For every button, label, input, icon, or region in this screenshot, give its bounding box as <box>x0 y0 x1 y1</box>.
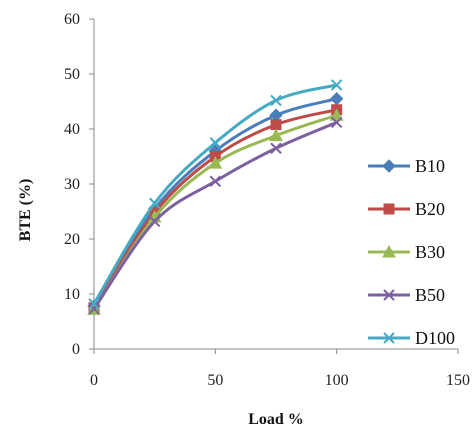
data-point-d100 <box>330 79 343 91</box>
legend-marker-b20 <box>383 203 395 215</box>
y-tick-label: 60 <box>64 11 80 28</box>
series-line-b20 <box>92 108 338 309</box>
x-axis-title: Load % <box>248 411 304 428</box>
legend-marker-b30 <box>382 244 396 258</box>
y-ticks: 0 10 20 30 40 50 60 <box>64 11 94 358</box>
series-b30 <box>87 108 344 315</box>
legend-item-b50: B50 <box>368 285 445 305</box>
legend-marker-b10 <box>382 159 396 173</box>
x-tick-label: 50 <box>207 372 223 389</box>
legend-item-b20: B20 <box>368 199 445 219</box>
x-ticks: 0 50 100 150 <box>90 349 470 389</box>
x-tick-label: 150 <box>446 372 470 389</box>
y-tick-label: 30 <box>64 176 80 193</box>
legend-label-b10: B10 <box>415 156 445 176</box>
data-point-b30 <box>329 108 344 121</box>
data-point-d100 <box>88 298 100 310</box>
x-tick-label: 0 <box>90 372 98 389</box>
legend: B10 B20 B30 B50 D100 <box>368 156 455 348</box>
series-d100 <box>88 79 343 310</box>
data-point-b20 <box>270 119 282 131</box>
x-tick-label: 100 <box>325 372 349 389</box>
series-b50 <box>88 116 343 315</box>
series-line-b10 <box>92 97 338 307</box>
legend-item-b30: B30 <box>368 242 445 262</box>
data-point-d100 <box>209 137 222 149</box>
data-point-b30 <box>208 156 223 169</box>
legend-marker-b50 <box>383 289 395 301</box>
y-tick-label: 20 <box>64 231 80 248</box>
y-tick-label: 10 <box>64 286 80 303</box>
data-point-b50 <box>88 303 100 315</box>
data-point-b50 <box>148 215 161 228</box>
data-point-b30 <box>269 128 283 142</box>
data-point-b50 <box>209 175 222 187</box>
y-axis-title: BTE (%) <box>17 179 34 242</box>
legend-label-b30: B30 <box>415 242 445 262</box>
legend-marker-d100 <box>383 332 395 344</box>
y-tick-label: 40 <box>64 121 80 138</box>
series-line-d100 <box>92 83 338 305</box>
data-point-b50 <box>330 116 343 129</box>
series-layer <box>87 79 344 315</box>
legend-item-b10: B10 <box>368 156 445 176</box>
y-tick-label: 50 <box>64 66 80 83</box>
legend-label-b20: B20 <box>415 199 445 219</box>
legend-item-d100: D100 <box>368 328 455 348</box>
legend-label-b50: B50 <box>415 285 445 305</box>
data-point-b50 <box>270 142 282 154</box>
legend-label-d100: D100 <box>415 328 455 348</box>
data-point-b10 <box>329 92 344 106</box>
data-point-d100 <box>270 94 282 107</box>
y-tick-label: 0 <box>72 341 80 358</box>
data-point-d100 <box>148 197 161 209</box>
